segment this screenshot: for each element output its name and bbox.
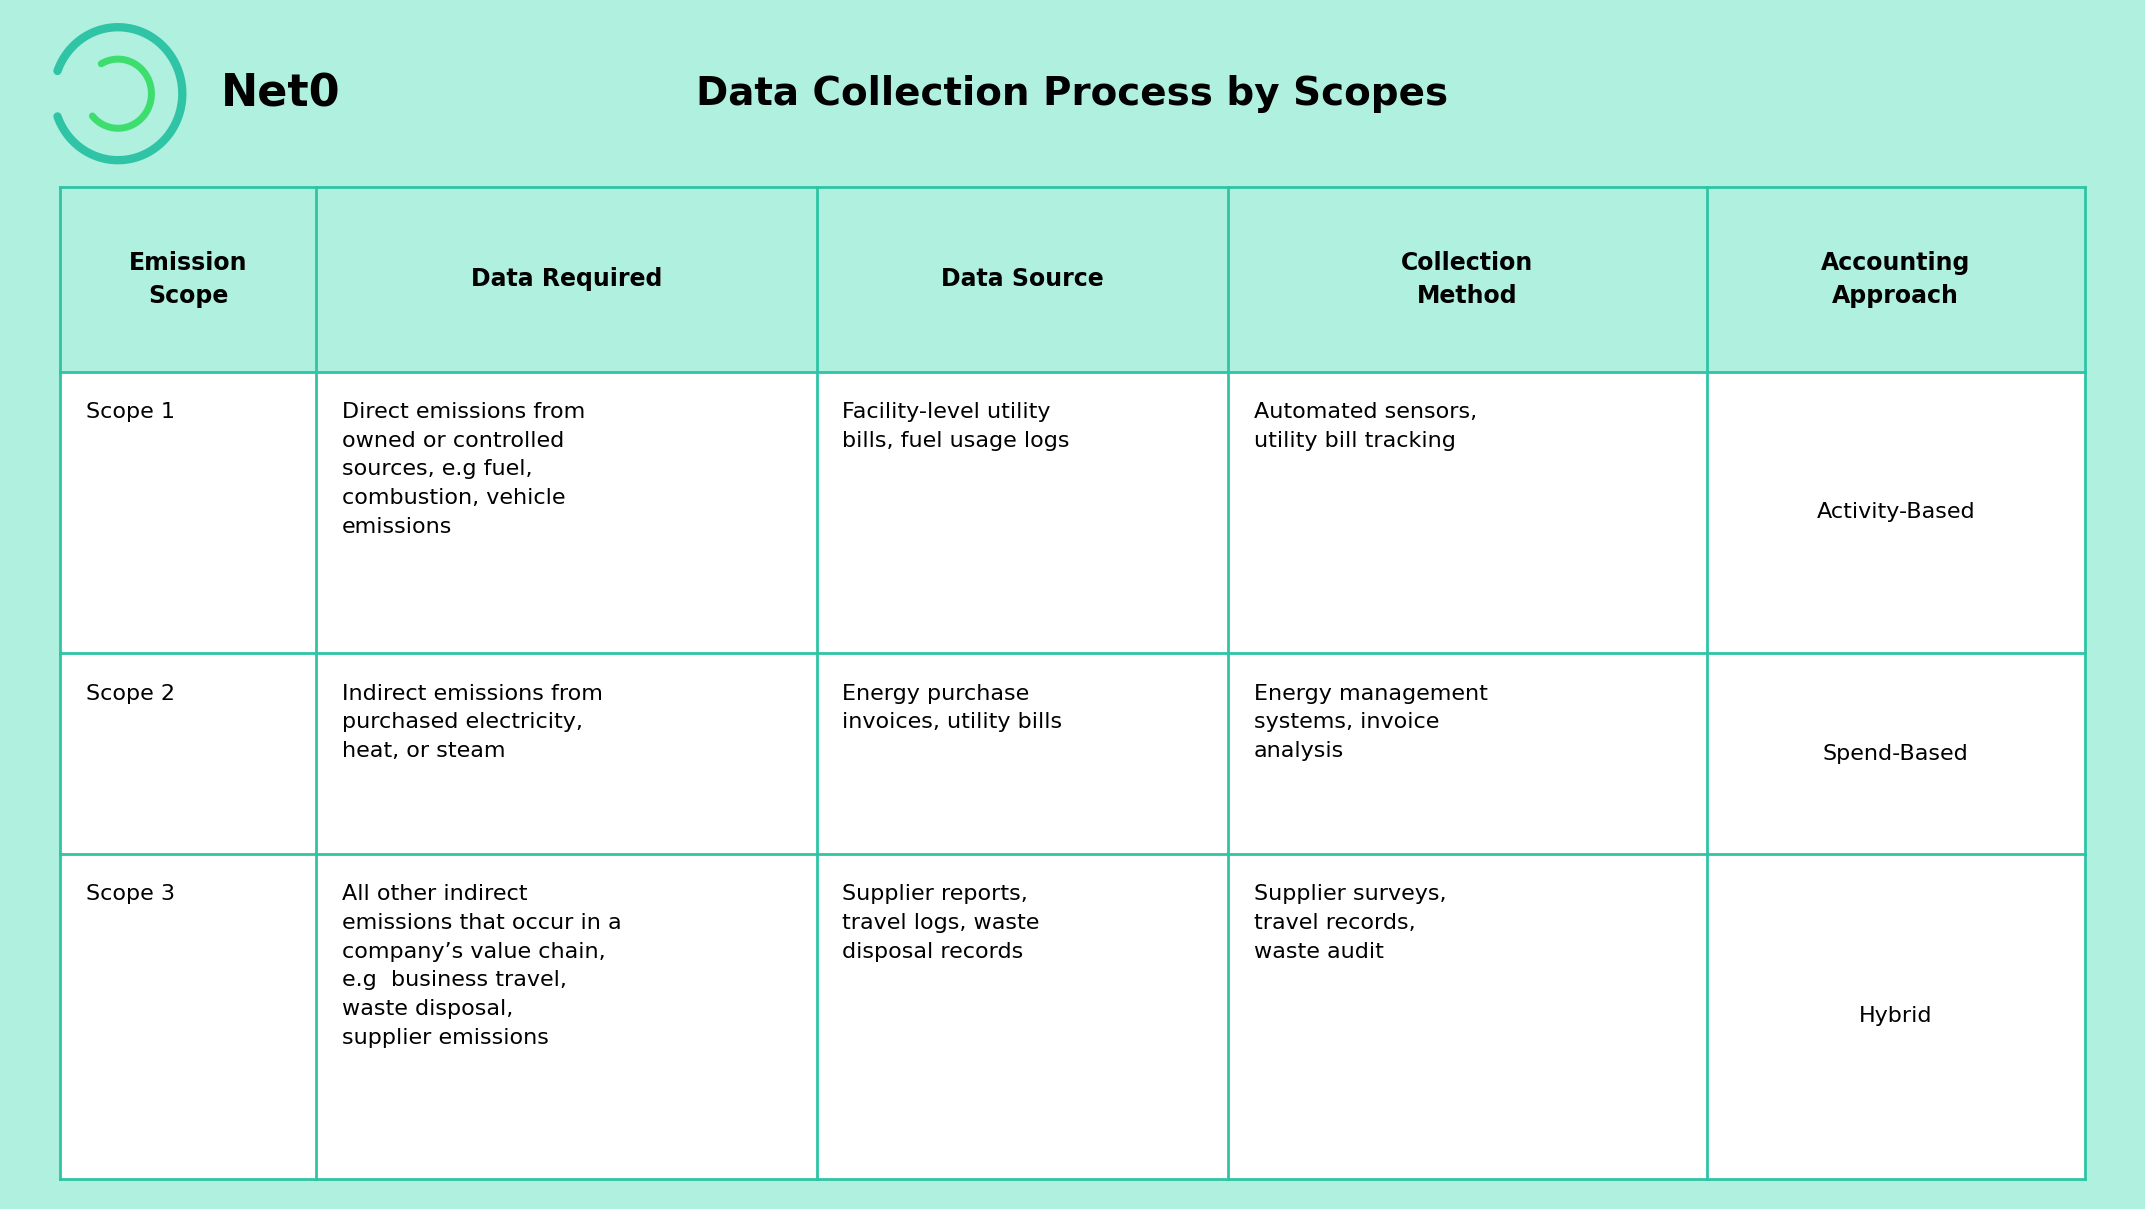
Text: Data Required: Data Required — [470, 267, 663, 291]
Text: Supplier reports,
travel logs, waste
disposal records: Supplier reports, travel logs, waste dis… — [843, 884, 1040, 961]
Text: Supplier surveys,
travel records,
waste audit: Supplier surveys, travel records, waste … — [1255, 884, 1446, 961]
Text: Collection
Method: Collection Method — [1401, 250, 1534, 308]
Text: Energy purchase
invoices, utility bills: Energy purchase invoices, utility bills — [843, 683, 1062, 733]
Text: Data Collection Process by Scopes: Data Collection Process by Scopes — [697, 75, 1448, 112]
Text: Emission
Scope: Emission Scope — [129, 250, 247, 308]
Text: Scope 3: Scope 3 — [86, 884, 174, 904]
Text: Facility-level utility
bills, fuel usage logs: Facility-level utility bills, fuel usage… — [843, 401, 1070, 451]
Text: Spend-Based: Spend-Based — [1823, 744, 1969, 764]
Text: Accounting
Approach: Accounting Approach — [1821, 250, 1971, 308]
Text: Hybrid: Hybrid — [1860, 1006, 1933, 1026]
Text: Data Source: Data Source — [942, 267, 1105, 291]
Text: All other indirect
emissions that occur in a
company’s value chain,
e.g  busines: All other indirect emissions that occur … — [341, 884, 622, 1048]
Text: Automated sensors,
utility bill tracking: Automated sensors, utility bill tracking — [1255, 401, 1478, 451]
Text: Scope 1: Scope 1 — [86, 401, 174, 422]
Text: Activity-Based: Activity-Based — [1817, 503, 1976, 522]
Text: Indirect emissions from
purchased electricity,
heat, or steam: Indirect emissions from purchased electr… — [341, 683, 603, 762]
Bar — [60, 187, 2085, 1179]
Text: Scope 2: Scope 2 — [86, 683, 174, 704]
Bar — [60, 187, 2085, 371]
Text: Direct emissions from
owned or controlled
sources, e.g fuel,
combustion, vehicle: Direct emissions from owned or controlle… — [341, 401, 586, 537]
Text: Energy management
systems, invoice
analysis: Energy management systems, invoice analy… — [1255, 683, 1489, 762]
Text: Net0: Net0 — [221, 73, 341, 115]
